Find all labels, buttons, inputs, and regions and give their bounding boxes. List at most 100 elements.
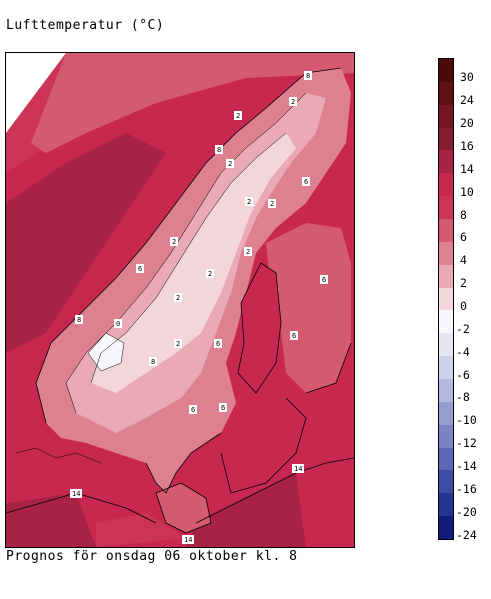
legend-label: 0	[460, 299, 467, 313]
legend-label: -14	[456, 459, 477, 473]
contour-label: 2	[236, 112, 240, 120]
denmark	[156, 483, 211, 533]
legend-swatch	[439, 356, 453, 380]
contour-label: 8	[77, 316, 81, 324]
contour-label: 14	[294, 465, 302, 473]
contour-label-bg	[245, 197, 253, 206]
contour-label-bg	[174, 293, 182, 302]
contour-label: 8	[151, 358, 155, 366]
contour-label: 6	[292, 332, 296, 340]
contour-label-bg	[114, 319, 122, 328]
legend-label: -24	[456, 527, 477, 542]
contour-label-bg	[320, 275, 328, 284]
contour-label-bg	[219, 403, 227, 412]
legend-swatch	[439, 287, 453, 311]
legend-label: -20	[456, 504, 477, 519]
forecast-caption: Prognos för onsdag 06 oktober kl. 8	[6, 549, 298, 564]
legend-label: -10	[456, 413, 477, 428]
mountain-cold	[91, 133, 296, 393]
temperature-map: 8 2 2 8 2 6 2 2 2 2 2 0 8 2 2 6 6 6 6 8 6 6 14 14 14	[5, 52, 355, 548]
contour-label-bg	[182, 535, 194, 544]
legend-label: 16	[460, 139, 474, 153]
legend-label: 8	[460, 207, 467, 222]
contour-label: 2	[172, 238, 176, 246]
legend-swatch	[439, 516, 453, 540]
contour-label: 2	[291, 98, 295, 106]
gulf-of-bothnia	[238, 263, 281, 393]
legend-swatch	[439, 470, 453, 494]
coastline-baltic	[220, 397, 307, 494]
contour-6	[65, 92, 307, 414]
contour-label-bg	[290, 331, 298, 340]
legend-label: -2	[456, 321, 470, 336]
arctic-field	[31, 53, 354, 153]
contour-label-bg	[170, 237, 178, 246]
contour-label-bg	[304, 71, 312, 80]
coastline-norway	[35, 67, 342, 424]
legend-label: 14	[460, 161, 474, 176]
legend-label: 6	[460, 230, 467, 245]
legend-swatch	[439, 196, 453, 220]
legend-label: 30	[460, 70, 474, 85]
legend-swatch	[439, 219, 453, 243]
contour-label-bg	[70, 489, 82, 498]
legend-swatch	[439, 127, 453, 151]
legend-label: 20	[460, 116, 474, 131]
west-sea-dark	[6, 133, 166, 353]
no-data-area	[6, 53, 66, 133]
contour-label-bg	[215, 145, 223, 154]
legend-label: 2	[460, 276, 467, 291]
legend-label: -12	[456, 436, 477, 451]
legend-label: -6	[456, 367, 470, 382]
contour-label: 2	[228, 160, 232, 168]
contour-0	[87, 332, 125, 372]
legend-label: 24	[460, 93, 474, 108]
legend-swatch	[439, 241, 453, 266]
contour-label: 2	[246, 248, 250, 256]
contour-label-bg	[75, 315, 83, 324]
contour-label: 8	[306, 72, 310, 80]
continent-strip	[96, 513, 186, 547]
legend-labels: 30 24 20 16 14 10 8 6 4 2 0 -2 -4 -6 -8 -10 -12 -14 -16 -20…	[456, 58, 490, 540]
legend-label: 10	[460, 184, 474, 199]
contour-label: 6	[304, 178, 308, 186]
contour-2	[90, 132, 287, 384]
contour-label-bg	[206, 269, 214, 278]
contour-label: 8	[217, 146, 221, 154]
contour-label-bg	[226, 159, 234, 168]
finland	[266, 223, 351, 393]
contour-label-bg	[289, 97, 297, 106]
map-title: Lufttemperatur (°C)	[6, 18, 165, 33]
legend-swatch	[439, 333, 453, 357]
legend-swatch	[439, 81, 453, 106]
coastline-denmark	[155, 482, 212, 534]
legend-swatch	[439, 493, 453, 517]
contour-label: 2	[176, 340, 180, 348]
contour-label-bg	[189, 405, 197, 414]
contour-label: 6	[138, 265, 142, 273]
south-east-dark	[186, 473, 306, 547]
legend-label: -4	[456, 344, 470, 359]
contour-label: 2	[270, 200, 274, 208]
contour-label: 2	[208, 270, 212, 278]
contour-label: 0	[116, 320, 120, 328]
subzero-patch	[88, 333, 124, 371]
contour-label-bg	[292, 464, 304, 473]
contour-label-bg	[174, 339, 182, 348]
coastline-sweden-south	[145, 432, 222, 494]
contour-label: 2	[247, 198, 251, 206]
contour-8	[15, 447, 102, 464]
legend-swatch	[439, 173, 453, 197]
coastline-continent	[6, 492, 157, 524]
contour-label-bg	[214, 339, 222, 348]
contour-label: 2	[176, 294, 180, 302]
contour-label-bg	[302, 177, 310, 186]
color-legend	[438, 58, 454, 540]
contour-label-bg	[136, 264, 144, 273]
legend-swatch	[439, 150, 453, 174]
legend-swatch	[439, 447, 453, 471]
legend-swatch	[439, 59, 453, 83]
contour-label-bg	[149, 357, 157, 366]
legend-swatch	[439, 424, 453, 449]
contour-label: 6	[191, 406, 195, 414]
